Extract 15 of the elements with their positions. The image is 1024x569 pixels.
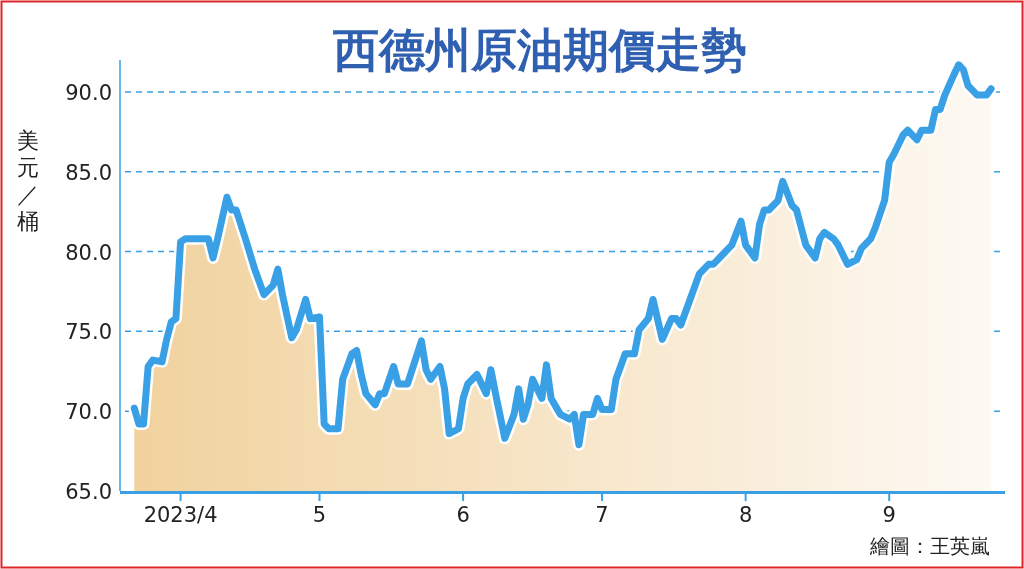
x-tick-label: 7 xyxy=(595,503,609,527)
y-tick-label: 80.0 xyxy=(65,240,112,265)
y-tick-label: 65.0 xyxy=(65,480,112,504)
text: 繪圖：王英嵐 xyxy=(869,534,990,558)
x-tick-label: 6 xyxy=(456,503,470,527)
y-tick-label: 70.0 xyxy=(65,400,112,425)
y-tick-label: 75.0 xyxy=(65,320,112,345)
chart-title: 西德州原油期價走勢 xyxy=(332,23,747,77)
y-tick-label: 90.0 xyxy=(65,80,112,105)
y-tick-label: 85.0 xyxy=(65,160,112,185)
x-tick-label: 8 xyxy=(738,503,753,527)
x-tick-label: 5 xyxy=(312,503,327,527)
x-tick-label: 9 xyxy=(882,503,896,527)
x-tick-label: 2023/4 xyxy=(143,503,218,527)
y-axis-title: 美元／桶 xyxy=(17,128,39,234)
